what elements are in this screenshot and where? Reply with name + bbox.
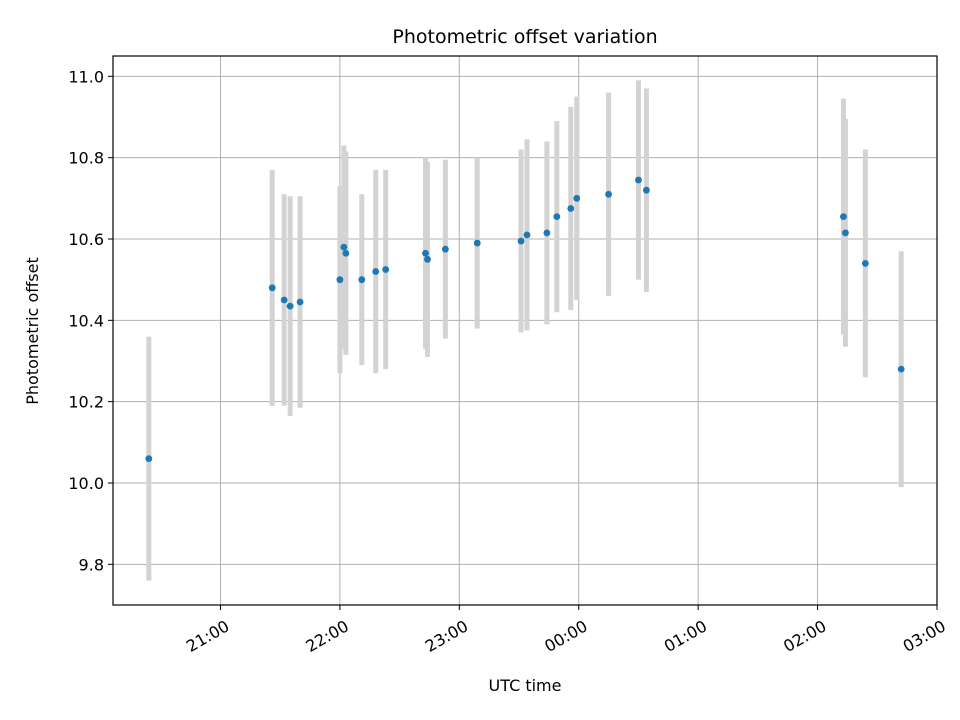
data-point bbox=[372, 268, 380, 275]
data-point bbox=[605, 190, 612, 198]
data-point bbox=[553, 213, 561, 221]
data-point bbox=[382, 266, 390, 273]
data-point bbox=[861, 260, 869, 267]
chart-title: Photometric offset variation bbox=[392, 26, 657, 48]
data-point bbox=[543, 229, 551, 237]
data-point bbox=[897, 365, 905, 373]
data-point bbox=[280, 296, 288, 304]
data-point bbox=[573, 194, 581, 202]
y-tick-label: 10.6 bbox=[68, 230, 104, 249]
data-point bbox=[523, 231, 531, 239]
data-point bbox=[424, 255, 431, 263]
data-point bbox=[635, 176, 642, 184]
data-point bbox=[567, 205, 575, 212]
y-tick-label: 11.0 bbox=[68, 67, 104, 86]
y-axis-label: Photometric offset bbox=[23, 257, 42, 405]
data-points bbox=[145, 176, 905, 462]
data-point bbox=[358, 276, 366, 284]
data-point bbox=[340, 243, 348, 251]
data-point bbox=[441, 245, 449, 253]
y-tick-label: 10.0 bbox=[68, 474, 104, 493]
data-point bbox=[643, 186, 650, 194]
data-point bbox=[840, 213, 847, 221]
data-point bbox=[473, 239, 481, 247]
plot-frame bbox=[112, 55, 938, 606]
data-point bbox=[296, 298, 304, 306]
y-tick-label: 9.8 bbox=[79, 555, 104, 574]
data-point bbox=[336, 276, 344, 284]
y-axis-ticks: 9.8 10.0 10.2 10.4 10.6 10.8 11.0 bbox=[68, 67, 113, 574]
data-point bbox=[145, 455, 153, 462]
y-tick-label: 10.2 bbox=[68, 393, 104, 412]
data-point bbox=[517, 237, 525, 245]
data-point bbox=[842, 229, 849, 237]
data-point bbox=[268, 284, 276, 292]
x-axis-label: UTC time bbox=[489, 676, 562, 695]
y-tick-label: 10.8 bbox=[68, 149, 104, 168]
data-point bbox=[286, 302, 294, 310]
data-point bbox=[422, 249, 429, 257]
data-point bbox=[342, 249, 350, 257]
y-tick-label: 10.4 bbox=[68, 311, 104, 330]
